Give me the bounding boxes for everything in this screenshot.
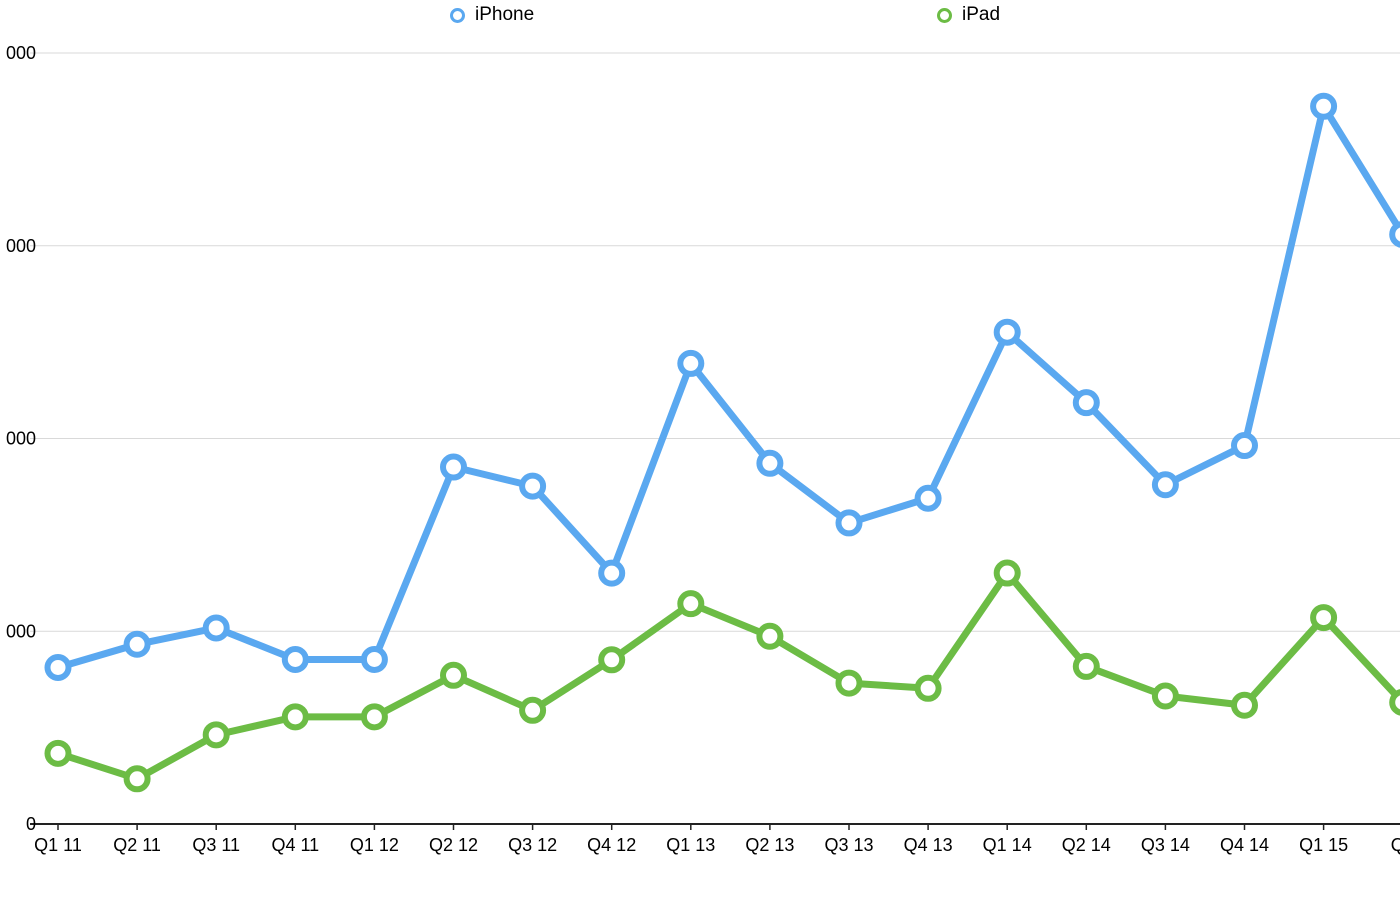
data-point-ipad xyxy=(202,721,230,749)
x-tick-label: Q2 14 xyxy=(1062,835,1111,855)
data-point-iphone xyxy=(1389,221,1400,248)
x-tick-label: Q1 14 xyxy=(983,835,1032,855)
data-point-ipad xyxy=(360,703,388,731)
data-point-iphone xyxy=(756,449,784,477)
data-point-ipad xyxy=(598,646,626,674)
data-point-iphone xyxy=(44,653,72,681)
y-tick-label: 000 xyxy=(6,621,36,641)
x-tick-label: Q1 11 xyxy=(34,835,82,855)
data-point-iphone xyxy=(519,472,547,500)
data-point-ipad xyxy=(44,739,72,767)
data-point-iphone xyxy=(1310,92,1338,120)
data-point-ipad xyxy=(914,674,942,702)
y-tick-label: 000 xyxy=(6,429,36,449)
legend: iPhone iPad xyxy=(0,4,1400,28)
y-tick-label: 000 xyxy=(6,236,36,256)
x-tick-label: Q1 15 xyxy=(1299,835,1348,855)
series-line-ipad xyxy=(54,569,1400,783)
data-point-ipad xyxy=(1310,604,1338,632)
x-tick-label: Q2 11 xyxy=(113,835,161,855)
data-point-ipad xyxy=(1231,691,1258,719)
x-tick-label: Q2 13 xyxy=(745,835,794,855)
x-tick-label: Q4 12 xyxy=(587,835,636,855)
data-point-iphone xyxy=(360,645,388,673)
data-point-ipad xyxy=(519,696,547,724)
x-tick-label: Q3 14 xyxy=(1141,835,1190,855)
data-point-ipad xyxy=(677,590,705,618)
x-tick-label: Q4 13 xyxy=(904,835,953,855)
data-point-ipad xyxy=(756,622,784,650)
x-tick-label: Q4 14 xyxy=(1220,835,1269,855)
data-point-iphone xyxy=(202,614,230,642)
data-point-ipad xyxy=(281,703,309,731)
x-tick-label: Q3 13 xyxy=(824,835,873,855)
data-point-iphone xyxy=(677,349,705,377)
x-tick-label: Q3 11 xyxy=(192,835,240,855)
data-point-iphone xyxy=(914,484,942,512)
data-point-iphone xyxy=(440,453,467,481)
data-point-iphone xyxy=(1231,432,1258,460)
x-tick-label: Q1 12 xyxy=(350,835,399,855)
data-point-iphone xyxy=(598,559,626,587)
y-tick-label: 000 xyxy=(6,43,36,63)
legend-marker-ipad-icon xyxy=(937,7,952,23)
x-tick-label: Q3 12 xyxy=(508,835,557,855)
data-point-iphone xyxy=(281,645,309,673)
legend-item-ipad: iPad xyxy=(937,4,1000,26)
series-line-iphone xyxy=(54,102,1400,671)
data-point-ipad xyxy=(993,559,1021,587)
y-tick-label: 0 xyxy=(26,814,36,834)
data-point-iphone xyxy=(1151,471,1179,499)
data-point-ipad xyxy=(440,661,467,689)
data-point-ipad xyxy=(1389,689,1400,716)
data-point-ipad xyxy=(123,765,151,793)
x-tick-label: Q4 11 xyxy=(271,835,319,855)
x-tick-label: Q1 13 xyxy=(666,835,715,855)
legend-item-iphone: iPhone xyxy=(450,4,534,26)
data-point-iphone xyxy=(1072,389,1100,417)
legend-marker-iphone-icon xyxy=(450,7,465,23)
data-point-iphone xyxy=(993,318,1021,346)
data-point-ipad xyxy=(1072,652,1100,680)
data-point-iphone xyxy=(123,630,151,658)
legend-label-iphone: iPhone xyxy=(475,4,535,25)
data-point-iphone xyxy=(835,509,863,537)
data-point-ipad xyxy=(835,669,863,697)
legend-label-ipad: iPad xyxy=(962,4,1001,25)
x-tick-label: Q2 xyxy=(1391,835,1400,855)
data-point-ipad xyxy=(1151,682,1179,710)
x-tick-label: Q2 12 xyxy=(429,835,478,855)
